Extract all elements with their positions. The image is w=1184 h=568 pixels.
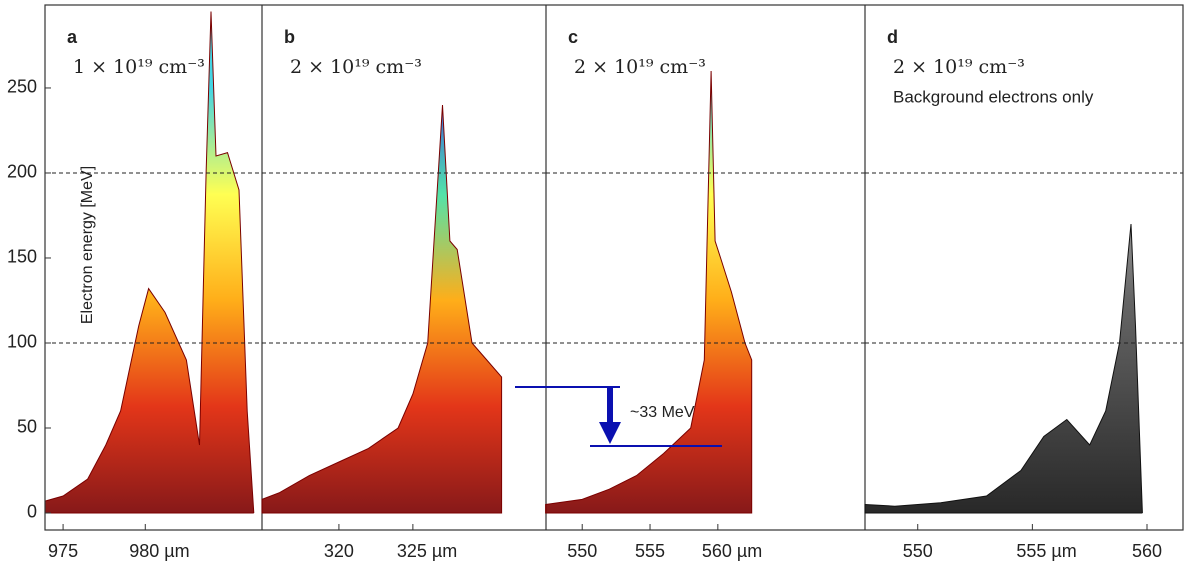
x-tick-label: 980 µm xyxy=(129,541,189,561)
panel-label: a xyxy=(67,27,78,47)
y-tick-label: 250 xyxy=(7,77,37,97)
panel-note: Background electrons only xyxy=(893,87,1094,106)
y-tick-label: 150 xyxy=(7,247,37,267)
frame xyxy=(44,4,1184,531)
x-tick-label: 550 xyxy=(903,541,933,561)
y-tick-label: 200 xyxy=(7,162,37,182)
x-tick-label: 560 xyxy=(1132,541,1162,561)
y-tick-label: 100 xyxy=(7,332,37,352)
density-label: 2 × 10¹⁹ cm⁻³ xyxy=(574,56,706,78)
y-axis-title: Electron energy [MeV] xyxy=(79,166,96,324)
arrow-head xyxy=(599,422,621,444)
panel-label: c xyxy=(568,27,578,47)
x-tick-label: 555 xyxy=(635,541,665,561)
spectrum-area xyxy=(44,11,255,514)
x-tick-label: 325 µm xyxy=(397,541,457,561)
panel-label: d xyxy=(887,27,898,47)
spectrum-area xyxy=(864,223,1143,514)
x-tick-label: 555 µm xyxy=(1016,541,1076,561)
y-tick-label: 0 xyxy=(27,502,37,522)
x-tick-label: 550 xyxy=(567,541,597,561)
spectrum-area xyxy=(261,104,503,514)
arrow-label: ~33 MeV xyxy=(630,404,695,421)
density-label: 1 × 10¹⁹ cm⁻³ xyxy=(73,56,205,78)
x-tick-label: 320 xyxy=(324,541,354,561)
x-tick-label: 975 xyxy=(48,541,78,561)
x-tick-label: 560 µm xyxy=(702,541,762,561)
spectrum-area xyxy=(545,70,753,514)
density-label: 2 × 10¹⁹ cm⁻³ xyxy=(893,56,1025,78)
density-label: 2 × 10¹⁹ cm⁻³ xyxy=(290,56,422,78)
panel-label: b xyxy=(284,27,295,47)
plots: 0 50 100 150 200 250 975 980 µm a 1 × 10¹⁹ cm⁻³ El… xyxy=(7,5,1183,561)
y-tick-label: 50 xyxy=(17,417,37,437)
